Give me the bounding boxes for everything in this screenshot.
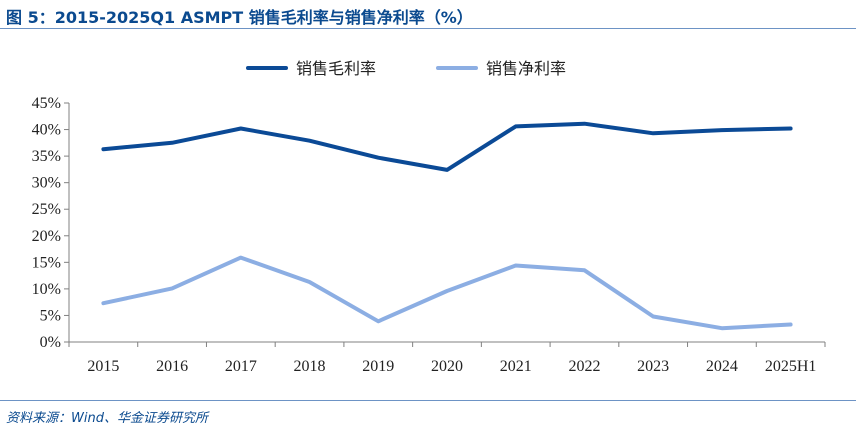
x-tick-label: 2016 xyxy=(156,358,188,375)
series-line-1 xyxy=(101,121,793,172)
series-line-2 xyxy=(101,255,793,331)
x-tick-label: 2021 xyxy=(500,358,532,375)
y-tick-label: 0% xyxy=(40,334,61,351)
footer-divider xyxy=(0,400,856,401)
y-tick-label: 15% xyxy=(32,254,61,271)
x-axis: 2015 2016 2017 2018 2019 2020 2021 2022 2023 2024… xyxy=(68,341,826,375)
x-tick-label: 2019 xyxy=(362,358,394,375)
y-tick-label: 5% xyxy=(40,307,61,324)
x-tick-label: 2022 xyxy=(568,358,600,375)
y-axis: 0% 5% 10% 15% 20% 25% 30% 35% 40% 45% xyxy=(32,95,70,351)
x-tick-label: 2015 xyxy=(87,358,119,375)
legend-label: 销售毛利率 xyxy=(296,59,376,78)
y-tick-label: 30% xyxy=(32,175,61,192)
y-tick-label: 10% xyxy=(32,281,61,298)
y-tick-label: 45% xyxy=(32,95,61,112)
y-tick-label: 25% xyxy=(32,201,61,218)
line-chart: 销售毛利率 销售净利率 0%5%10%15%20%25%30%35%40%45% … xyxy=(32,59,826,375)
x-tick-label: 2020 xyxy=(431,358,463,375)
x-tick-label: 2023 xyxy=(637,358,669,375)
x-tick-label: 2024 xyxy=(706,358,738,375)
chart-title: 图 5：2015-2025Q1 ASMPT 销售毛利率与销售净利率（%） xyxy=(6,8,473,27)
series-layer xyxy=(101,121,793,331)
title-divider xyxy=(0,28,856,29)
source-note: 资料来源：Wind、华金证券研究所 xyxy=(6,411,208,426)
y-tick-label: 40% xyxy=(32,122,61,139)
x-tick-label: 2025H1 xyxy=(765,358,817,375)
x-tick-label: 2017 xyxy=(225,358,257,375)
legend-label: 销售净利率 xyxy=(486,59,566,78)
legend: 销售毛利率 销售净利率 xyxy=(246,59,566,78)
y-tick-label: 20% xyxy=(32,228,61,245)
y-tick-label: 35% xyxy=(32,148,61,165)
x-tick-label: 2018 xyxy=(294,358,326,375)
